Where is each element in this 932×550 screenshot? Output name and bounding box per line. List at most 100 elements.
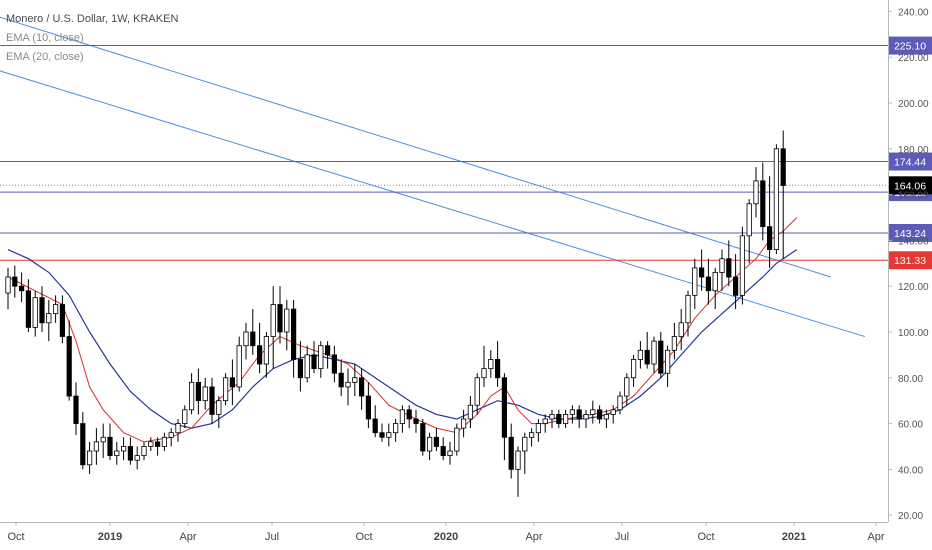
candle-body: [460, 418, 467, 429]
candle: [182, 405, 188, 429]
candle: [209, 377, 215, 424]
candle: [331, 345, 338, 383]
candle: [12, 265, 18, 298]
candle-body: [773, 148, 780, 250]
candle: [399, 405, 406, 433]
candle-body: [182, 409, 188, 424]
candle: [460, 409, 467, 438]
candle: [433, 428, 440, 452]
level-label: 131.33: [894, 255, 926, 267]
candle-body: [454, 427, 460, 452]
candle-body: [467, 404, 474, 420]
candle: [658, 331, 664, 378]
candle-body: [148, 441, 154, 447]
candle-body: [692, 267, 698, 296]
candle: [324, 341, 331, 369]
candle-body: [188, 381, 195, 411]
candle: [87, 441, 93, 474]
candle: [127, 437, 133, 465]
candle-body: [46, 313, 52, 324]
level-label-box: [888, 223, 932, 242]
candle-body: [392, 423, 399, 434]
candle-body: [66, 336, 72, 397]
price-tick-label: 140.00: [898, 236, 929, 247]
candle-body: [644, 349, 650, 365]
candle-body: [780, 148, 786, 186]
candle: [508, 423, 514, 479]
candle-body: [324, 345, 331, 356]
candle: [365, 382, 372, 429]
candle-body: [18, 285, 25, 292]
time-axis[interactable]: Oct 2019 Apr Jul Oct 2020 Apr Jul Oct 2021 Apr: [0, 522, 888, 543]
candle: [563, 409, 569, 429]
current-price-box: [888, 176, 932, 195]
candle: [739, 226, 746, 305]
candle-body: [32, 297, 38, 328]
candle-body: [719, 258, 725, 273]
candle-body: [386, 432, 392, 438]
candle: [617, 391, 623, 415]
candle: [5, 267, 11, 310]
candle-body: [767, 226, 773, 250]
level-label-box: [888, 251, 932, 270]
candle-body: [256, 345, 263, 365]
candle: [290, 299, 297, 378]
candle: [665, 345, 671, 387]
candle: [651, 336, 657, 374]
candle-body: [290, 308, 297, 360]
candle-body: [277, 304, 283, 333]
candle-body: [665, 349, 671, 374]
candle: [780, 130, 786, 259]
candle: [406, 405, 412, 429]
candle-body: [433, 436, 440, 447]
candle-body: [209, 386, 215, 415]
candle-body: [297, 359, 304, 379]
candle: [447, 441, 453, 465]
candle-body: [617, 395, 623, 411]
price-tick-label: 60.00: [898, 420, 923, 431]
candle: [440, 437, 446, 461]
candle: [624, 373, 630, 406]
candle-body: [229, 377, 235, 388]
price-tick-label: 80.00: [898, 374, 923, 385]
candle: [597, 405, 603, 424]
candle: [746, 199, 752, 264]
candle: [243, 322, 249, 360]
candle: [18, 272, 25, 303]
candles: [5, 130, 786, 497]
candle-body: [5, 276, 11, 294]
candle-body: [352, 377, 358, 383]
candle: [522, 432, 528, 474]
candle: [66, 320, 72, 401]
candle-body: [597, 409, 603, 420]
candle-body: [154, 441, 161, 447]
candle-body: [678, 322, 684, 337]
price-axis[interactable]: 20.00 40.00 60.00 80.00 100.00 120.00 140.00 16…: [888, 0, 929, 522]
candle: [494, 341, 501, 387]
candle-body: [426, 436, 433, 452]
time-tick-label: Jul: [265, 531, 279, 543]
candle-body: [127, 446, 133, 461]
candle: [25, 279, 32, 332]
candle: [767, 176, 773, 268]
candle-body: [25, 290, 32, 328]
time-tick-label: 2021: [782, 531, 806, 543]
time-tick-label: 2020: [434, 531, 458, 543]
candle: [318, 341, 324, 378]
candle-body: [481, 368, 487, 379]
candle: [161, 432, 167, 452]
candle: [80, 412, 86, 470]
candle: [263, 331, 270, 378]
candle-body: [318, 345, 324, 370]
candle: [175, 418, 181, 442]
candle: [474, 373, 480, 415]
trendlines: [0, 16, 865, 338]
candle-body: [515, 450, 521, 470]
candle: [692, 258, 698, 310]
candle: [535, 418, 542, 442]
candle: [515, 446, 521, 497]
candle-body: [87, 450, 93, 466]
candle-body: [658, 340, 664, 374]
ema10-legend: EMA (10, close): [6, 32, 84, 44]
